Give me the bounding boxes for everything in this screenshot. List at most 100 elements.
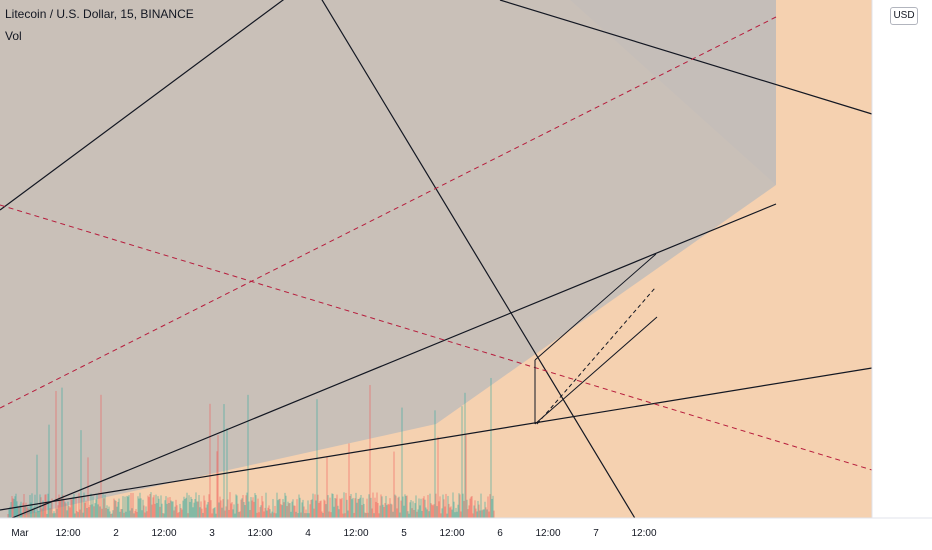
volume-bar <box>164 500 166 518</box>
lower-channel-line[interactable] <box>11 203 777 519</box>
volume-bar <box>484 501 486 518</box>
volume-bar <box>100 394 102 518</box>
volume-bar <box>152 497 154 518</box>
volume-bar <box>174 506 176 518</box>
volume-bar <box>190 496 192 518</box>
descending-line-1[interactable] <box>310 0 637 521</box>
volume-bar <box>134 510 136 518</box>
volume-bar <box>424 499 426 518</box>
volume-bar <box>127 496 129 518</box>
volume-bar <box>419 505 421 518</box>
time-tick-label: 7 <box>593 528 599 539</box>
volume-bar <box>379 505 381 518</box>
volume-bar <box>49 508 51 518</box>
volume-bar <box>417 509 419 518</box>
volume-bar <box>215 513 217 518</box>
volume-bar <box>281 505 283 518</box>
volume-bar <box>486 509 488 518</box>
upper-channel-line[interactable] <box>0 0 310 211</box>
time-tick-label: 5 <box>401 528 407 539</box>
volume-bar <box>130 492 132 518</box>
volume-bar <box>356 502 358 518</box>
mini-channel-upper[interactable] <box>534 253 657 361</box>
volume-bar <box>437 436 439 518</box>
support-trendline[interactable] <box>0 367 873 511</box>
volume-bar <box>402 496 404 518</box>
volume-bar <box>395 495 397 518</box>
volume-bar <box>334 498 336 518</box>
price-axis[interactable] <box>872 0 932 550</box>
volume-bar <box>467 509 469 518</box>
volume-bar <box>323 499 325 518</box>
volume-bar <box>298 494 300 518</box>
volume-bar <box>385 495 387 518</box>
midline-red-upper[interactable] <box>0 16 777 409</box>
volume-bar <box>317 494 319 518</box>
volume-bar <box>257 498 259 518</box>
volume-bar <box>427 494 429 518</box>
volume-bar <box>162 513 164 518</box>
time-tick-label: 12:00 <box>151 528 176 539</box>
volume-bar <box>375 501 377 518</box>
volume-bar <box>367 512 369 518</box>
volume-bar <box>446 513 448 518</box>
volume-bar <box>336 494 338 518</box>
volume-bar <box>131 508 133 518</box>
volume-bar <box>287 501 289 518</box>
volume-bar <box>290 511 292 518</box>
volume-bar <box>96 494 98 518</box>
volume-bar <box>368 494 370 518</box>
volume-bar <box>442 494 444 518</box>
time-axis[interactable] <box>0 518 872 550</box>
volume-bar <box>249 509 251 518</box>
volume-bar <box>455 507 457 518</box>
currency-button[interactable]: USD <box>890 7 918 25</box>
volume-bar <box>18 506 20 518</box>
volume-bar <box>235 494 237 518</box>
volume-bar <box>15 493 17 518</box>
symbol-title[interactable]: Litecoin / U.S. Dollar, 15, BINANCE <box>5 7 194 21</box>
mini-channel-mid[interactable] <box>536 287 656 425</box>
volume-bar <box>451 509 453 518</box>
volume-bar <box>161 503 163 518</box>
volume-bar <box>223 404 225 518</box>
volume-bar <box>65 503 67 518</box>
volume-bar <box>238 512 240 518</box>
volume-bar <box>480 493 482 518</box>
volume-bar <box>338 509 340 518</box>
volume-bar <box>172 501 174 518</box>
volume-bar <box>188 495 190 518</box>
volume-bar <box>423 496 425 518</box>
volume-bar <box>321 511 323 518</box>
volume-bar <box>352 497 354 518</box>
volume-bar <box>326 456 328 518</box>
volume-bar <box>258 512 260 518</box>
volume-bar <box>42 500 44 518</box>
mini-channel-lower[interactable] <box>534 316 658 425</box>
volume-bar <box>408 513 410 518</box>
midline-red-lower[interactable] <box>0 204 873 471</box>
volume-bar <box>256 512 258 518</box>
volume-bar <box>229 492 231 518</box>
time-tick-label: 12:00 <box>343 528 368 539</box>
volume-bar <box>470 496 472 518</box>
volume-bar <box>57 505 59 518</box>
volume-bar <box>25 502 27 518</box>
volume-bar <box>358 498 360 518</box>
volume-bar <box>376 492 378 518</box>
volume-bar <box>482 509 484 518</box>
volume-bar <box>384 503 386 518</box>
grey-channel-zone <box>0 0 776 518</box>
descending-line-2[interactable] <box>499 0 873 115</box>
volume-bar <box>351 499 353 518</box>
volume-bar <box>54 513 56 518</box>
volume-bar <box>414 503 416 518</box>
volume-bar <box>81 496 83 518</box>
volume-bar <box>132 492 134 518</box>
volume-bar <box>214 507 216 518</box>
volume-bar <box>101 508 103 518</box>
volume-bar <box>464 392 466 518</box>
volume-bar <box>345 492 347 518</box>
